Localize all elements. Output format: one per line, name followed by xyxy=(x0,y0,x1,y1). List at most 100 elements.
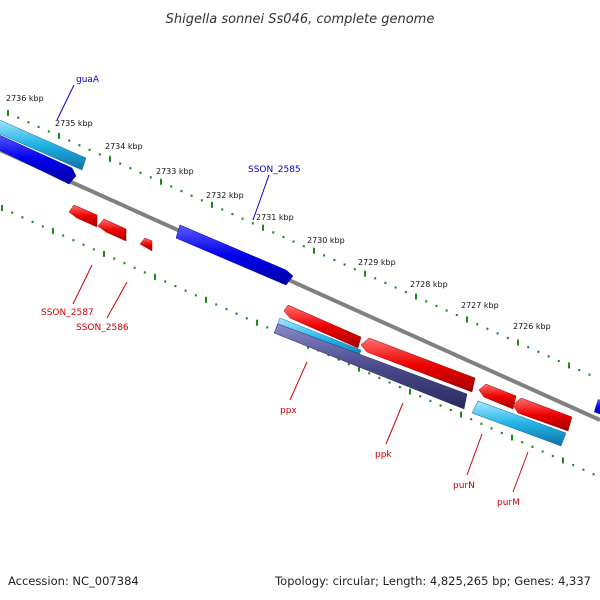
scale-tick xyxy=(47,130,50,133)
scale-tick xyxy=(323,254,326,257)
scale-tick xyxy=(588,373,591,376)
scale-tick xyxy=(337,358,340,361)
scale-label: 2729 kbp xyxy=(358,258,396,267)
gene-feature-small[interactable] xyxy=(139,237,153,252)
scale-tick xyxy=(500,431,503,435)
scale-tick xyxy=(394,286,397,289)
gene-feature-edge[interactable] xyxy=(594,399,600,415)
scale-tick xyxy=(21,216,24,219)
scale-tick xyxy=(388,381,391,384)
scale-tick xyxy=(251,222,254,225)
gene-label-ppk[interactable]: ppk xyxy=(375,450,392,460)
scale-labels: 2736 kbp 2735 kbp 2734 kbp 2733 kbp 2732… xyxy=(6,94,551,331)
scale-tick xyxy=(353,268,356,271)
gene-feature-purM[interactable] xyxy=(512,397,573,432)
scale-tick xyxy=(582,468,585,471)
genome-backbone xyxy=(0,148,600,422)
leader-guaA xyxy=(56,84,75,121)
gene-feature-ppx-red[interactable] xyxy=(283,304,362,349)
scale-tick xyxy=(133,266,136,269)
genome-summary-text: Topology: circular; Length: 4,825,265 bp… xyxy=(274,574,591,588)
scale-tick xyxy=(480,422,483,425)
scale-tick xyxy=(88,148,91,151)
scale-tick xyxy=(578,369,581,372)
scale-tick xyxy=(374,277,377,280)
scale-tick xyxy=(98,153,101,156)
scale-label: 2733 kbp xyxy=(156,167,194,176)
scale-tick xyxy=(455,314,458,317)
scale-tick xyxy=(368,372,371,375)
scale-ticks-outer xyxy=(7,110,591,376)
scale-tick xyxy=(139,171,142,174)
scale-tick xyxy=(445,309,448,312)
scale-tick xyxy=(521,441,524,444)
scale-tick xyxy=(41,225,44,228)
scale-tick xyxy=(256,319,258,326)
scale-tick xyxy=(143,271,146,274)
scale-tick xyxy=(266,326,269,329)
scale-tick xyxy=(37,125,40,128)
accession-text: Accession: NC_007384 xyxy=(8,574,139,588)
scale-tick xyxy=(435,304,438,307)
gene-label-guaA[interactable]: guaA xyxy=(76,75,100,85)
scale-tick xyxy=(292,240,295,243)
gene-feature-SSON_2586[interactable] xyxy=(97,218,127,242)
gene-feature-guaA-rna[interactable] xyxy=(0,118,87,171)
scale-tick xyxy=(537,350,540,353)
scale-tick xyxy=(547,355,550,358)
scale-tick xyxy=(170,185,173,188)
scale-tick xyxy=(347,363,350,366)
scale-tick xyxy=(425,300,428,303)
scale-tick xyxy=(404,291,407,294)
scale-tick xyxy=(58,132,60,139)
forward-features xyxy=(0,118,600,415)
scale-label: 2736 kbp xyxy=(6,94,44,103)
gene-feature-ppx-purple[interactable] xyxy=(273,323,468,410)
gene-feature-ppk[interactable] xyxy=(360,337,476,393)
gene-label-SSON_2586[interactable]: SSON_2586 xyxy=(76,323,129,333)
scale-tick xyxy=(215,303,218,306)
gene-feature-SSON_2585[interactable] xyxy=(175,224,294,286)
scale-tick xyxy=(358,365,360,372)
label-leaders xyxy=(56,84,529,493)
scale-tick xyxy=(378,376,381,379)
gene-label-purN[interactable]: purN xyxy=(453,481,475,491)
scale-tick xyxy=(527,346,530,349)
scale-tick xyxy=(68,139,71,142)
scale-tick xyxy=(160,178,162,185)
scale-label: 2728 kbp xyxy=(410,280,448,289)
scale-tick xyxy=(517,339,519,346)
scale-tick xyxy=(415,293,417,300)
scale-tick xyxy=(113,257,116,260)
scale-label: 2726 kbp xyxy=(513,322,551,331)
scale-label: 2732 kbp xyxy=(206,191,244,200)
leader-SSON_2585 xyxy=(252,174,270,221)
leader-ppk xyxy=(385,402,404,445)
scale-tick xyxy=(7,110,9,116)
scale-tick xyxy=(551,454,554,458)
gene-feature-purN-red[interactable] xyxy=(478,383,517,410)
gene-label-ppx[interactable]: ppx xyxy=(280,406,297,416)
gene-label-purM[interactable]: purM xyxy=(497,498,520,508)
scale-tick xyxy=(506,336,509,340)
scale-tick xyxy=(557,359,560,363)
gene-feature-guaA[interactable] xyxy=(0,133,77,185)
scale-tick xyxy=(78,144,81,147)
scale-tick xyxy=(225,308,228,311)
gene-feature-purN-cyan[interactable] xyxy=(471,400,567,447)
scale-tick xyxy=(470,418,473,421)
scale-tick xyxy=(541,450,544,453)
gene-feature-SSON_2587[interactable] xyxy=(68,204,98,228)
scale-tick xyxy=(490,427,493,430)
scale-tick xyxy=(103,250,105,257)
scale-tick xyxy=(531,445,534,448)
leader-SSON_2587 xyxy=(72,264,93,305)
scale-tick xyxy=(231,213,234,216)
gene-label-SSON_2587[interactable]: SSON_2587 xyxy=(41,308,94,318)
gene-label-SSON_2585[interactable]: SSON_2585 xyxy=(248,165,301,175)
scale-tick xyxy=(568,362,570,369)
reverse-features xyxy=(68,204,573,447)
scale-tick xyxy=(205,296,207,303)
leader-ppx xyxy=(289,361,308,401)
